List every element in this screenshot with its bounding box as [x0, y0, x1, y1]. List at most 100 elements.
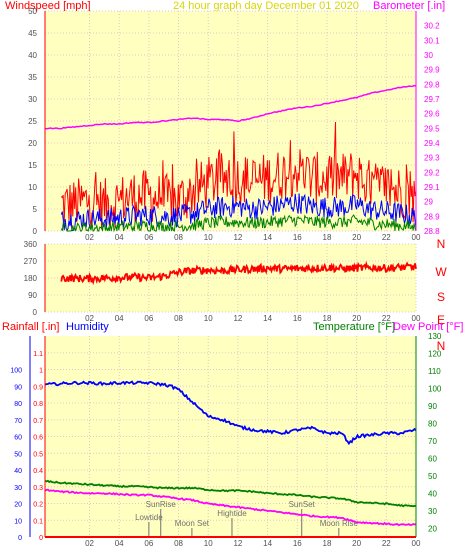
humidity-y-tick: 90 [14, 384, 22, 391]
wind_min-line [60, 214, 417, 233]
humidity-y-tick: 60 [14, 435, 22, 442]
humidity-axis-title: Humidity [66, 321, 109, 333]
wind-y-tick: 30 [28, 95, 37, 104]
annotation-label: SunSet [289, 500, 316, 509]
baro-y-tick: 29.6 [424, 110, 440, 119]
x-tick-label: 12 [233, 233, 242, 242]
barometer-line [44, 84, 417, 130]
rain-y-tick: 1.1 [33, 351, 43, 358]
rain-y-tick: 0.8 [33, 401, 43, 408]
x-tick-label: 10 [204, 539, 213, 548]
x-tick-label: 14 [263, 314, 272, 323]
humidity-y-tick: 10 [14, 518, 22, 525]
temp-y-tick: 110 [428, 367, 441, 376]
rain-axis-title: Rainfall [.in] [2, 321, 59, 333]
x-tick-label: 08 [174, 539, 183, 548]
wind_max-line [60, 121, 417, 230]
rain-y-tick: 1 [39, 368, 43, 375]
wind-y-tick: 20 [28, 139, 37, 148]
wind-y-tick: 15 [28, 161, 37, 170]
dewpoint-axis-title: Dew Point [°F] [393, 321, 463, 333]
temp-y-tick: 20 [428, 524, 437, 533]
rain-y-tick: 0.2 [33, 502, 43, 509]
rain-y-tick: 0.3 [33, 485, 43, 492]
x-tick-label: 22 [382, 314, 391, 323]
wind_avg-line [60, 193, 417, 232]
rain-y-tick: 0 [39, 535, 43, 542]
baro-y-tick: 29.7 [424, 95, 440, 104]
wind-y-tick: 0 [33, 227, 38, 236]
x-tick-label: 10 [204, 314, 213, 323]
humidity-y-tick: 30 [14, 485, 22, 492]
x-tick-label: 16 [293, 314, 302, 323]
wind-y-tick: 5 [33, 205, 38, 214]
x-tick-label: 18 [323, 314, 332, 323]
humidity-y-tick: 80 [14, 401, 22, 408]
humidity-y-tick: 40 [14, 468, 22, 475]
x-tick-label: 06 [144, 539, 153, 548]
humidity-y-tick: 100 [10, 368, 22, 375]
temp-y-tick: 30 [428, 507, 437, 516]
humidity-y-tick: 0 [18, 535, 22, 542]
x-tick-label: 06 [144, 233, 153, 242]
temp-y-tick: 100 [428, 384, 442, 393]
x-tick-label: 16 [293, 539, 302, 548]
baro-y-tick: 30.1 [424, 36, 440, 45]
x-tick-label: 14 [263, 233, 272, 242]
annotation-label: Hightide [217, 509, 247, 518]
direction-line [60, 260, 417, 286]
baro-y-tick: 28.8 [424, 227, 440, 236]
direction-y-tick: 180 [24, 274, 38, 283]
rain-y-tick: 0.7 [33, 418, 43, 425]
temp-y-tick: 60 [428, 454, 437, 463]
x-tick-label: 04 [115, 539, 124, 548]
baro-y-tick: 29.8 [424, 80, 440, 89]
dewpoint-line [44, 488, 417, 527]
baro-y-tick: 29.1 [424, 183, 440, 192]
temp-y-tick: 80 [428, 419, 437, 428]
direction-letter: N [437, 237, 446, 251]
direction-y-tick: 270 [24, 257, 38, 266]
humidity-line [44, 380, 417, 446]
barometer-axis-title: Barometer [.in] [373, 0, 445, 12]
baro-y-tick: 29.2 [424, 168, 440, 177]
x-tick-label: 12 [233, 539, 242, 548]
baro-y-tick: 30.2 [424, 22, 440, 31]
baro-y-tick: 29.4 [424, 139, 440, 148]
wind-y-tick: 40 [28, 51, 37, 60]
direction-letter: E [437, 313, 445, 327]
direction-y-tick: 360 [24, 240, 38, 249]
x-tick-label: 04 [115, 233, 124, 242]
wind-plot [44, 84, 417, 233]
humidity-y-tick: 70 [14, 418, 22, 425]
temperature-axis-title: Temperature [°F] [313, 321, 395, 333]
temp-y-tick: 120 [428, 349, 442, 358]
rain-y-tick: 0.9 [33, 384, 43, 391]
x-tick-label: 10 [204, 233, 213, 242]
baro-y-tick: 30 [424, 51, 433, 60]
baro-y-tick: 29 [424, 198, 433, 207]
humidity-y-tick: 50 [14, 451, 22, 458]
baro-y-tick: 29.3 [424, 154, 440, 163]
x-tick-label: 20 [352, 233, 361, 242]
humidity-y-tick: 20 [14, 502, 22, 509]
direction-letter: N [437, 339, 446, 353]
x-tick-label: 08 [174, 314, 183, 323]
x-tick-label: 02 [85, 314, 94, 323]
annotation-label: Moon Rise [320, 519, 359, 528]
temp-y-tick: 130 [428, 332, 442, 341]
annotation-label: Lowtide [135, 513, 163, 522]
wind-y-tick: 10 [28, 183, 37, 192]
rain-y-tick: 0.1 [33, 518, 43, 525]
temp-plot: SunRise Lowtide Moon Set Hightide SunSet Moon… [44, 380, 417, 538]
wind-y-tick: 35 [28, 73, 37, 82]
rain-y-tick: 0.5 [33, 451, 43, 458]
baro-y-tick: 29.5 [424, 124, 440, 133]
wind-grid [45, 10, 417, 232]
x-tick-label: 18 [323, 539, 332, 548]
annotation-label: Moon Set [175, 519, 210, 528]
x-tick-label: 02 [85, 233, 94, 242]
direction-y-tick: 90 [28, 291, 37, 300]
